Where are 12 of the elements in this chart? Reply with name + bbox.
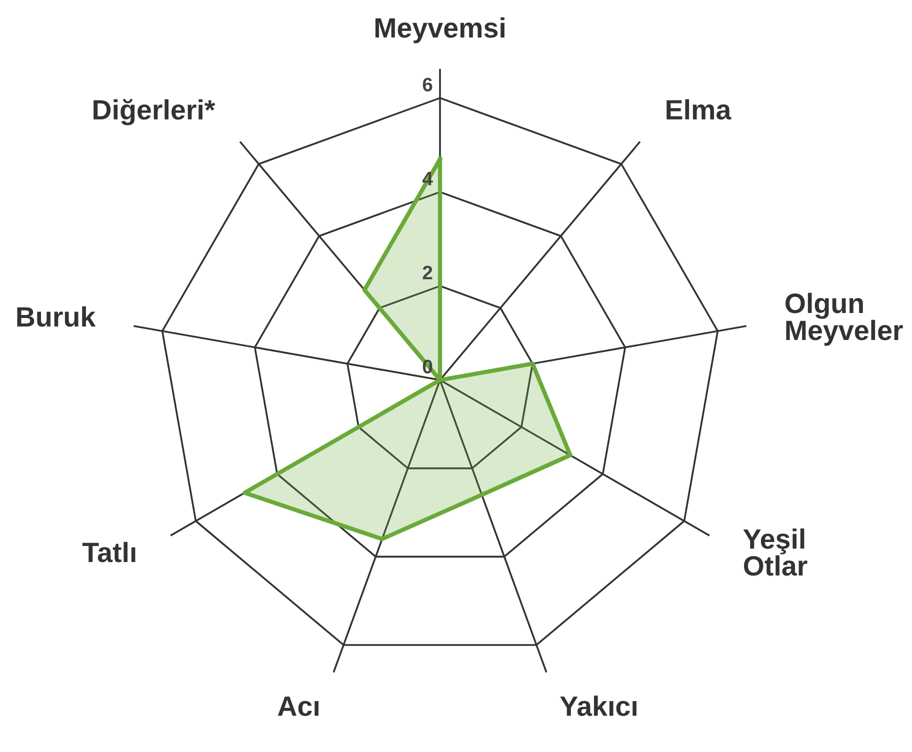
y-tick-label: 2 — [422, 266, 432, 280]
y-tick-label: 0 — [422, 360, 432, 374]
spoke-label: Elma — [666, 99, 732, 120]
spoke-label: Yakıcı — [560, 696, 636, 716]
spoke-label: Meyvemsi — [375, 17, 504, 44]
spoke-label: Diğerleri* — [94, 98, 216, 126]
spoke-label: Buruk — [17, 306, 96, 327]
spoke-label: Olgun Meyveler — [786, 292, 903, 346]
spoke-label: Yeşil Otlar — [743, 528, 808, 576]
spoke-label: Tatlı — [82, 542, 136, 562]
spoke-label: Acı — [278, 696, 318, 716]
y-tick-label: 6 — [422, 78, 432, 92]
